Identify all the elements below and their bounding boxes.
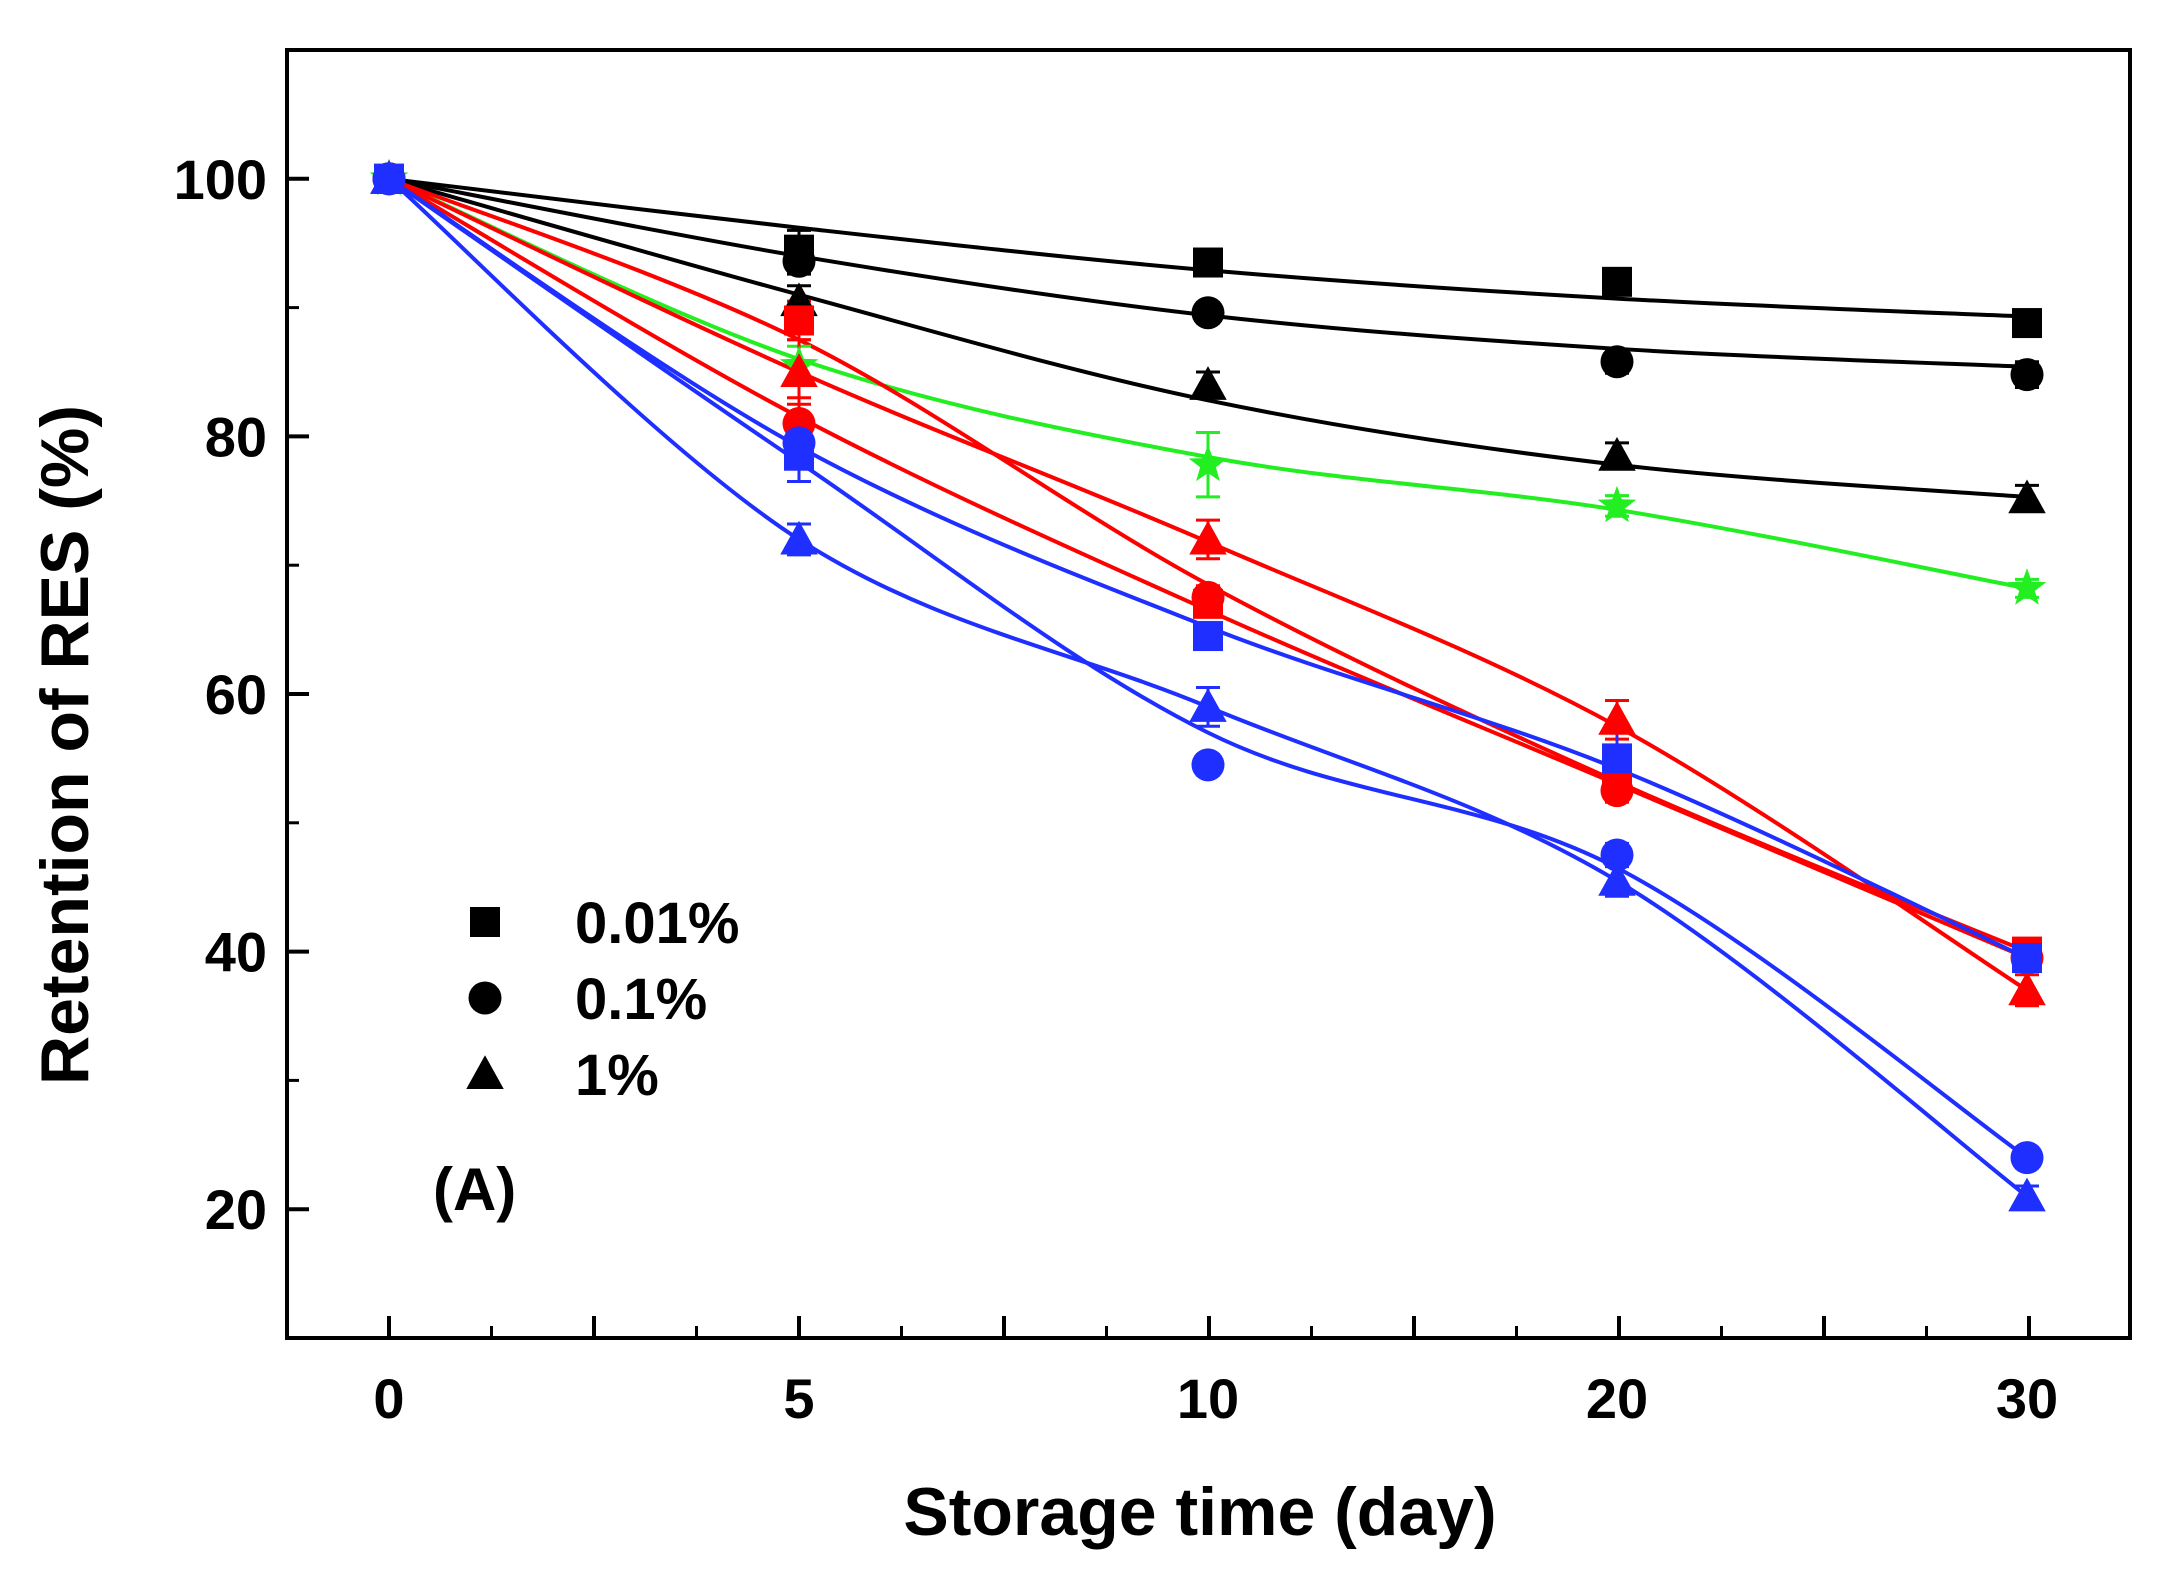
data-point xyxy=(370,160,408,194)
y-axis-title: Retention of RES (%) xyxy=(27,405,103,1085)
data-point xyxy=(1597,485,1637,523)
x-tick-label: 10 xyxy=(1177,1367,1239,1430)
ticks: 20 40 60 80 100 0 5 10 20 30 xyxy=(174,48,2058,1430)
data-point xyxy=(1602,743,1632,774)
data-point xyxy=(2008,971,2046,1006)
data-point xyxy=(2012,943,2042,974)
data-point xyxy=(1191,580,1225,614)
y-tick-label: 100 xyxy=(174,148,267,211)
data-point xyxy=(782,244,816,278)
data-point xyxy=(1602,266,1632,297)
data-point xyxy=(1189,688,1227,722)
data-point xyxy=(2012,308,2042,339)
data-point xyxy=(784,305,814,336)
data-point xyxy=(1193,621,1223,652)
legend: 0.01% 0.1% 1% xyxy=(466,891,739,1108)
panel-label: (A) xyxy=(433,1156,516,1223)
data-points xyxy=(369,158,2047,1212)
data-point xyxy=(2010,358,2044,392)
fit-curve xyxy=(387,177,2029,1160)
data-point xyxy=(1189,366,1227,400)
x-axis-title: Storage time (day) xyxy=(903,1474,1496,1550)
legend-label: 0.1% xyxy=(575,967,707,1032)
data-point xyxy=(782,426,816,460)
data-point xyxy=(1193,247,1223,278)
y-tick-label: 40 xyxy=(205,921,267,984)
y-tick-label: 80 xyxy=(205,405,267,468)
fit-curve xyxy=(388,176,2028,499)
data-point xyxy=(780,353,818,387)
y-tick-label: 20 xyxy=(205,1178,267,1241)
data-point xyxy=(1191,296,1225,330)
data-point xyxy=(1188,444,1228,482)
x-tick-label: 20 xyxy=(1586,1367,1648,1430)
data-point xyxy=(1600,345,1634,379)
data-point xyxy=(2008,1177,2046,1212)
legend-label: 1% xyxy=(575,1043,659,1108)
x-tick-label: 0 xyxy=(373,1367,404,1430)
data-point xyxy=(780,520,818,555)
legend-marker xyxy=(466,1055,504,1089)
data-point xyxy=(2007,568,2047,605)
legend-marker xyxy=(468,981,502,1015)
data-point xyxy=(1600,774,1634,808)
data-point xyxy=(1598,701,1636,735)
legend-label: 0.01% xyxy=(575,891,739,956)
data-point xyxy=(1598,436,1636,471)
x-tick-label: 30 xyxy=(1996,1367,2058,1430)
data-point xyxy=(2008,479,2046,514)
data-point xyxy=(1191,748,1225,782)
data-point xyxy=(1189,520,1227,555)
data-point xyxy=(1600,838,1634,872)
data-point xyxy=(1598,862,1636,896)
y-tick-label: 60 xyxy=(205,663,267,726)
x-tick-label: 5 xyxy=(783,1367,814,1430)
data-point xyxy=(2010,1141,2044,1175)
legend-marker xyxy=(470,907,500,937)
